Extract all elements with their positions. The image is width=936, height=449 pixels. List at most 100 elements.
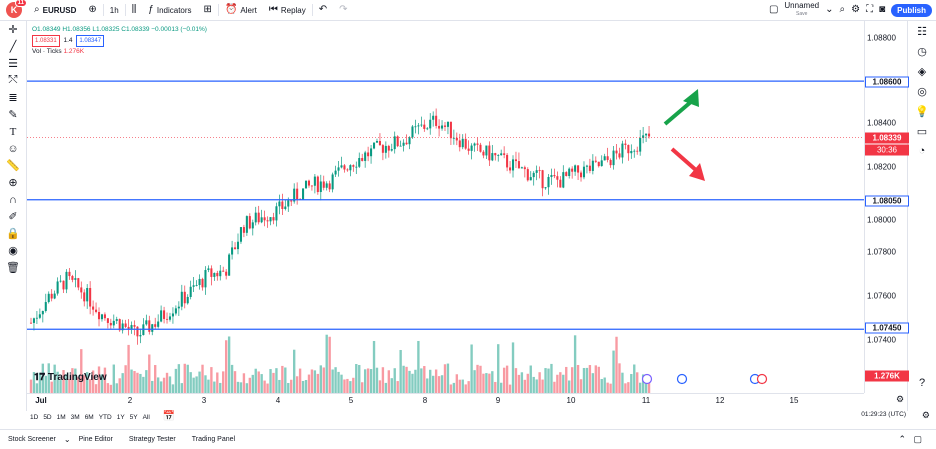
horizontal-lines-icon[interactable]: ☰ — [8, 58, 18, 70]
range-3m[interactable]: 3M — [70, 413, 80, 421]
ask-price[interactable]: 1.08347 — [76, 35, 105, 47]
fib-retracement-icon[interactable]: ≣ — [8, 92, 18, 104]
compare-button[interactable]: ⊕ — [82, 0, 102, 20]
pitchfork-icon[interactable]: ⤲ — [8, 74, 18, 86]
time-axis[interactable]: Jul 2 3 4 5 8 9 10 11 12 15 — [27, 393, 864, 408]
chevron-down-icon[interactable]: ⌄ — [825, 4, 834, 15]
watchlist-icon[interactable]: ☷ — [917, 25, 927, 38]
range-6m[interactable]: 6M — [84, 413, 94, 421]
price-axis[interactable]: 1.08800 1.08400 1.08200 1.08000 1.07800 … — [864, 21, 909, 393]
trend-line-icon[interactable]: ╱ — [9, 41, 17, 53]
volume-bar — [112, 364, 115, 393]
range-all[interactable]: All — [142, 413, 150, 421]
undo-button[interactable]: ↶ — [313, 0, 333, 20]
volume-bar — [180, 383, 183, 393]
brush-icon[interactable]: ✎ — [8, 109, 18, 121]
lock-drawing-icon[interactable]: ✐ — [8, 211, 18, 223]
search-icon[interactable]: ⌕ — [839, 4, 846, 15]
layout-name-button[interactable]: Unnamed Save — [784, 2, 819, 18]
collapse-panel-icon[interactable]: ⌃ — [898, 434, 906, 444]
volume-bar — [470, 344, 473, 393]
volume-bar — [553, 381, 556, 393]
replay-button[interactable]: ⏮ Replay — [263, 0, 312, 20]
layers-icon[interactable]: ◈ — [917, 65, 927, 78]
divider — [124, 4, 126, 16]
tab-pine-editor[interactable]: Pine Editor — [78, 436, 113, 443]
emoji-icon[interactable]: ☺ — [7, 142, 19, 155]
lock-icon[interactable]: 🔒 — [6, 228, 20, 240]
text-icon[interactable]: T — [9, 125, 17, 138]
volume-bar — [647, 374, 651, 393]
magnet-icon[interactable]: ∩ — [9, 193, 17, 206]
chart-type-button[interactable]: ⫼ — [126, 0, 143, 20]
range-5d[interactable]: 5D — [43, 413, 52, 421]
symbol-search-button[interactable]: ⌕ EURUSD — [28, 0, 82, 20]
range-1d[interactable]: 1D — [30, 413, 39, 421]
redo-button[interactable]: ↷ — [333, 0, 353, 20]
volume-bar — [399, 349, 402, 393]
volume-bar — [266, 383, 269, 393]
bid-price[interactable]: 1.08331 — [32, 35, 60, 47]
tab-trading-panel[interactable]: Trading Panel — [191, 436, 236, 443]
price-chart[interactable] — [27, 21, 864, 393]
volume-bar — [183, 363, 186, 393]
alerts-clock-icon[interactable]: ◷ — [917, 45, 927, 58]
fullscreen-icon[interactable]: ⛶ — [866, 4, 874, 15]
tab-stock-screener[interactable]: Stock Screener — [8, 436, 56, 443]
volume-bar — [227, 336, 231, 393]
broadcast-icon[interactable]: ◔ — [918, 145, 926, 157]
volume-bar — [636, 372, 639, 393]
interval-button[interactable]: 1h — [104, 0, 125, 20]
volume-bar — [423, 366, 426, 393]
chart-pane[interactable] — [27, 21, 864, 393]
range-1y[interactable]: 1Y — [116, 413, 125, 421]
volume-bar — [449, 384, 453, 393]
maximize-panel-icon[interactable]: ▢ — [913, 434, 922, 444]
utc-clock[interactable]: 01:29:23 (UTC) — [861, 411, 906, 418]
target-icon[interactable]: ◎ — [917, 85, 927, 98]
candle-body — [186, 296, 189, 304]
ruler-icon[interactable]: 📏 — [6, 160, 20, 172]
publish-button[interactable]: Publish — [891, 3, 932, 17]
range-1m[interactable]: 1M — [56, 413, 66, 421]
price-tick: 1.08200 — [867, 162, 896, 172]
price-tick: 1.07400 — [867, 335, 896, 345]
help-icon[interactable]: ? — [918, 377, 926, 389]
crosshair-icon[interactable]: ✛ — [8, 24, 18, 36]
volume-bar — [641, 374, 645, 393]
eye-icon[interactable]: ◉ — [8, 245, 18, 257]
trash-icon[interactable]: 🗑 — [6, 262, 20, 274]
camera-icon[interactable]: ◙ — [879, 4, 886, 15]
volume-bar — [106, 383, 110, 393]
candle-body — [89, 287, 92, 307]
axis-settings-icon[interactable]: ⚙ — [896, 394, 905, 404]
indicators-button[interactable]: ƒ Indicators — [142, 0, 197, 20]
gear-icon[interactable]: ⚙ — [851, 4, 861, 15]
zoom-in-icon[interactable]: ⊕ — [8, 177, 18, 189]
gear-icon[interactable]: ⚙ — [921, 410, 930, 420]
chevron-down-icon[interactable]: ⌄ — [63, 434, 71, 444]
user-avatar[interactable]: K 11 — [6, 0, 27, 18]
plus-circle-icon: ⊕ — [88, 4, 97, 15]
candle-body — [325, 183, 328, 188]
volume-bar — [148, 354, 151, 393]
volume-bar — [408, 370, 411, 393]
lightbulb-icon[interactable]: 💡 — [915, 105, 929, 118]
candle-body — [304, 180, 308, 189]
candle-body — [148, 320, 151, 332]
alert-button[interactable]: ⏰ Alert — [219, 0, 263, 20]
candle-body — [467, 148, 470, 151]
chat-icon[interactable]: ▭ — [916, 125, 928, 138]
candle-body — [219, 270, 222, 277]
range-5y[interactable]: 5Y — [129, 413, 138, 421]
candle-body — [284, 206, 287, 209]
range-ytd[interactable]: YTD — [98, 413, 112, 421]
candle-body — [112, 320, 115, 326]
candle-body — [449, 121, 452, 139]
layout-icon[interactable]: ▢ — [768, 4, 779, 15]
candle-body — [375, 141, 379, 143]
volume-bar — [142, 376, 145, 393]
templates-button[interactable]: ⊞ — [198, 0, 218, 20]
tab-strategy-tester[interactable]: Strategy Tester — [128, 436, 176, 443]
goto-date-icon[interactable]: 📅 — [162, 411, 176, 422]
